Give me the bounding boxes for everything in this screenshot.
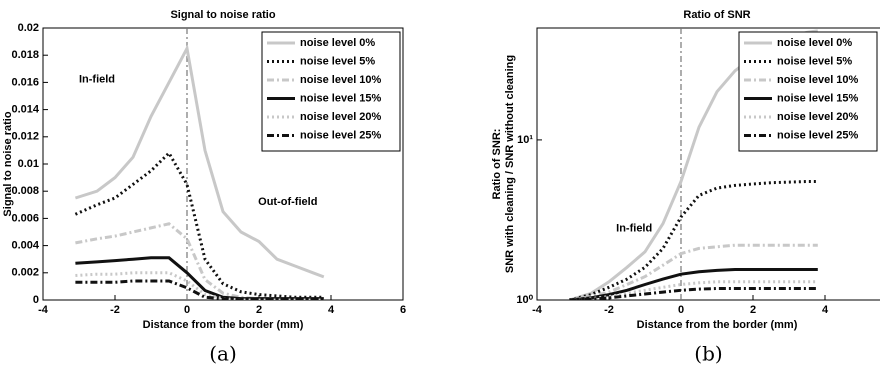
y-axis-label: SNR with cleaning / SNR without cleaning	[504, 55, 516, 273]
y-tick-label: 0.01	[18, 158, 39, 170]
y-tick-label: 0.02	[18, 22, 39, 34]
plot-frame	[536, 27, 880, 301]
legend-label: noise level 20%	[300, 111, 382, 123]
x-tick-label: 4	[328, 304, 335, 316]
x-tick-label: 0	[678, 304, 684, 316]
x-tick-label: 2	[750, 304, 756, 316]
legend-label: noise level 25%	[300, 129, 382, 141]
series-line	[569, 243, 818, 300]
legend-label: noise level 0%	[777, 37, 852, 49]
x-tick-label: -4	[38, 304, 49, 316]
series-line	[74, 150, 324, 299]
legend-label: noise level 0%	[300, 37, 375, 49]
legend-label: noise level 10%	[300, 74, 382, 86]
x-axis-label: Distance from the border (mm)	[143, 319, 304, 331]
legend-label: noise level 20%	[777, 111, 859, 123]
caption: (b)	[694, 342, 722, 366]
legend-label: noise level 5%	[777, 55, 852, 67]
legend-label: noise level 10%	[777, 74, 859, 86]
y-tick-label: 0.012	[11, 131, 39, 143]
y-tick-label: 0.018	[11, 49, 39, 61]
chart-title: Signal to noise ratio	[170, 9, 275, 21]
plot-area	[74, 28, 325, 300]
series-line	[75, 222, 324, 300]
y-axis-label: Ratio of SNR:	[491, 129, 503, 200]
legend-label: noise level 15%	[300, 92, 382, 104]
y-tick-label: 0.014	[11, 104, 39, 116]
legend-label: noise level 5%	[300, 55, 375, 67]
y-axis-label: Signal to noise ratio	[2, 111, 14, 216]
x-axis-label: Distance from the border (mm)	[637, 319, 798, 331]
y-tick-label: 0.002	[11, 267, 39, 279]
x-tick-label: 6	[400, 304, 406, 316]
legend	[261, 31, 401, 152]
chart-title: Ratio of SNR	[683, 9, 750, 21]
series-line	[74, 43, 325, 279]
annotation: Out-of-field	[258, 196, 317, 208]
legend	[738, 31, 878, 152]
y-tick-label: 0.004	[11, 240, 39, 252]
x-tick-label: -4	[532, 304, 543, 316]
legend-label: noise level 15%	[777, 92, 859, 104]
y-tick-label: 0.016	[11, 76, 39, 88]
legend-label: noise level 25%	[777, 129, 859, 141]
y-tick-label: 0.008	[11, 185, 39, 197]
caption: (a)	[209, 342, 237, 366]
x-tick-label: 0	[184, 304, 190, 316]
series-line	[75, 279, 324, 300]
annotation: In-field	[616, 222, 652, 234]
series-line	[569, 268, 818, 300]
y-tick-label: 10¹	[517, 134, 533, 146]
y-tick-label: 0.006	[11, 212, 39, 224]
series-line	[75, 271, 324, 300]
series-line	[569, 287, 818, 300]
x-tick-label: 4	[822, 304, 829, 316]
annotation: In-field	[79, 74, 115, 86]
x-tick-label: -2	[110, 304, 120, 316]
x-tick-label: 2	[256, 304, 262, 316]
y-tick-label: 0	[33, 294, 39, 306]
series-line	[569, 280, 818, 300]
x-tick-label: -2	[604, 304, 614, 316]
y-tick-label: 10⁰	[516, 294, 533, 306]
